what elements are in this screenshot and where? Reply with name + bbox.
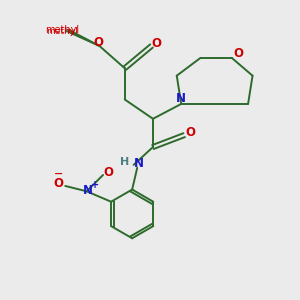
Text: O: O [54,177,64,190]
Text: O: O [103,166,113,179]
Text: O: O [233,47,243,60]
Text: O: O [152,37,162,50]
Text: N: N [134,157,144,170]
Text: N: N [83,184,93,197]
Text: +: + [91,180,99,190]
Text: H: H [119,157,129,167]
Text: −: − [54,169,63,178]
Text: O: O [186,126,196,139]
Text: methyl: methyl [45,25,80,34]
Text: O: O [93,36,103,49]
Text: methyl: methyl [46,27,78,36]
Text: N: N [176,92,186,105]
